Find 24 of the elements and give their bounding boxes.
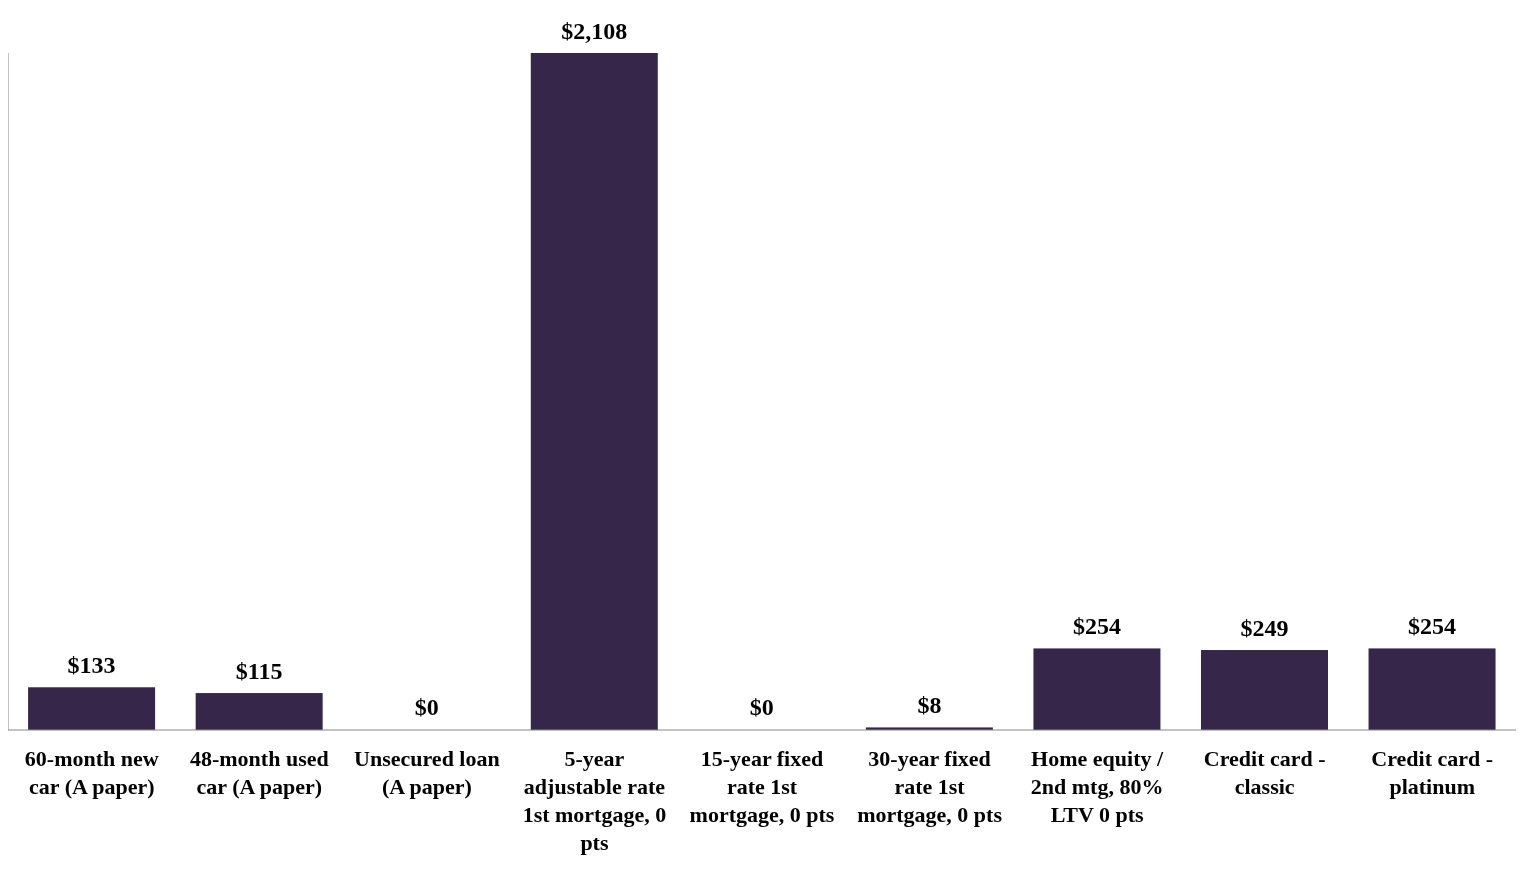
data-label: $254 (1072, 613, 1121, 640)
x-tick-label: 30-year fixed rate 1st mortgage, 0 pts (857, 746, 1003, 827)
bar (1368, 648, 1496, 730)
bar (1201, 650, 1328, 730)
data-label: $115 (235, 658, 283, 685)
data-label: $0 (414, 694, 439, 720)
data-label: $249 (1240, 615, 1289, 642)
x-tick-label: 48-month used car (A paper) (189, 746, 329, 799)
x-tick-label: 60-month new car (A paper) (24, 746, 159, 799)
data-label: $2,108 (561, 18, 628, 44)
x-tick-label: Home equity / 2nd mtg, 80% LTV 0 pts (1030, 746, 1164, 827)
bar (1033, 648, 1161, 730)
data-label: $133 (67, 652, 116, 679)
x-tick-label: 5-year adjustable rate 1st mortgage, 0 pts (522, 746, 667, 855)
x-tick-label: 15-year fixed rate 1st mortgage, 0 pts (689, 746, 835, 827)
bar (530, 53, 658, 730)
x-tick-label: Credit card - classic (1203, 746, 1326, 799)
data-label: $0 (749, 694, 774, 720)
bar (28, 687, 156, 730)
data-label: $8 (917, 692, 942, 719)
x-tick-label: Unsecured loan (A paper) (354, 746, 500, 799)
bar (195, 693, 323, 730)
x-tick-label: Credit card - platinum (1371, 746, 1494, 799)
data-label: $254 (1408, 613, 1457, 640)
